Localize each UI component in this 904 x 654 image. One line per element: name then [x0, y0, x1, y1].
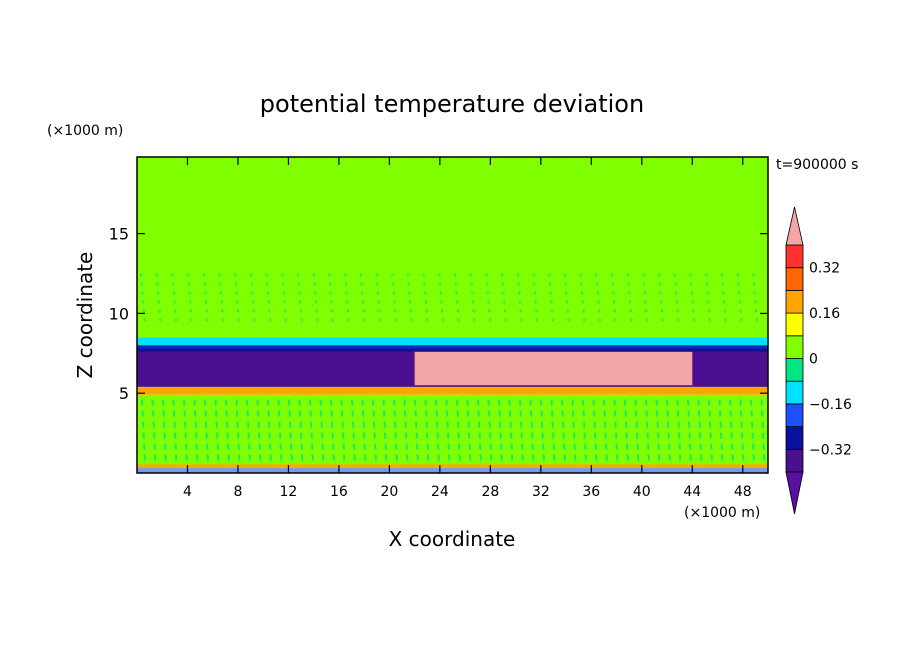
x-tick-label: 48	[734, 484, 752, 500]
colorbar-bin	[785, 448, 804, 473]
colorbar-label: −0.32	[809, 442, 852, 458]
region-middle-band-cyan	[137, 337, 768, 349]
colorbar-label: 0.32	[809, 261, 840, 277]
region-warm-anomaly-pink	[414, 351, 693, 386]
y-tick-label: 15	[109, 225, 129, 244]
colorbar-bottom-extend	[785, 471, 804, 515]
colorbar-label: −0.16	[809, 397, 852, 413]
x-tick-label: 36	[582, 484, 600, 500]
x-unit-label: (×1000 m)	[684, 505, 760, 521]
colorbar-bin	[785, 380, 804, 405]
region-boundary-layer-green	[137, 394, 768, 469]
colorbar-label: 0	[809, 352, 818, 368]
chart-title: potential temperature deviation	[260, 90, 644, 118]
y-ticks: 5 10 15	[109, 225, 768, 403]
x-tick-label: 4	[183, 484, 192, 500]
x-tick-label: 28	[481, 484, 499, 500]
colorbar-top-extend	[785, 206, 804, 246]
turbulence-texture	[137, 273, 768, 473]
y-tick-label: 5	[119, 384, 129, 403]
x-tick-label: 40	[633, 484, 651, 500]
x-tick-label: 24	[431, 484, 449, 500]
colorbar-label: 0.16	[809, 306, 840, 322]
x-axis-label: X coordinate	[389, 527, 516, 551]
region-upper-layer-green	[137, 157, 768, 338]
colorbar-bin	[785, 289, 804, 314]
x-ticks: 4 8 12 16 20 24 28 32 36 40 44 48	[183, 157, 752, 500]
x-tick-label: 32	[532, 484, 550, 500]
colorbar-bin	[785, 426, 804, 450]
x-tick-label: 20	[380, 484, 398, 500]
region-inversion-orange	[137, 386, 768, 395]
colorbar-bin	[785, 267, 804, 291]
x-tick-label: 44	[683, 484, 701, 500]
colorbar: −0.32 −0.16 0 0.16 0.32	[785, 206, 852, 515]
y-tick-label: 10	[109, 304, 129, 323]
plot-frame	[136, 156, 769, 474]
time-label: t=900000 s	[776, 157, 858, 173]
contour-field	[137, 157, 768, 473]
colorbar-bin	[785, 335, 804, 359]
colorbar-bin	[785, 403, 804, 427]
y-axis-label: Z coordinate	[73, 252, 97, 379]
x-tick-label: 8	[233, 484, 242, 500]
colorbar-bin	[785, 358, 804, 382]
colorbar-bin	[785, 312, 804, 337]
y-unit-label: (×1000 m)	[47, 123, 123, 139]
x-tick-label: 16	[330, 484, 348, 500]
colorbar-bin	[785, 244, 804, 269]
x-tick-label: 12	[280, 484, 298, 500]
